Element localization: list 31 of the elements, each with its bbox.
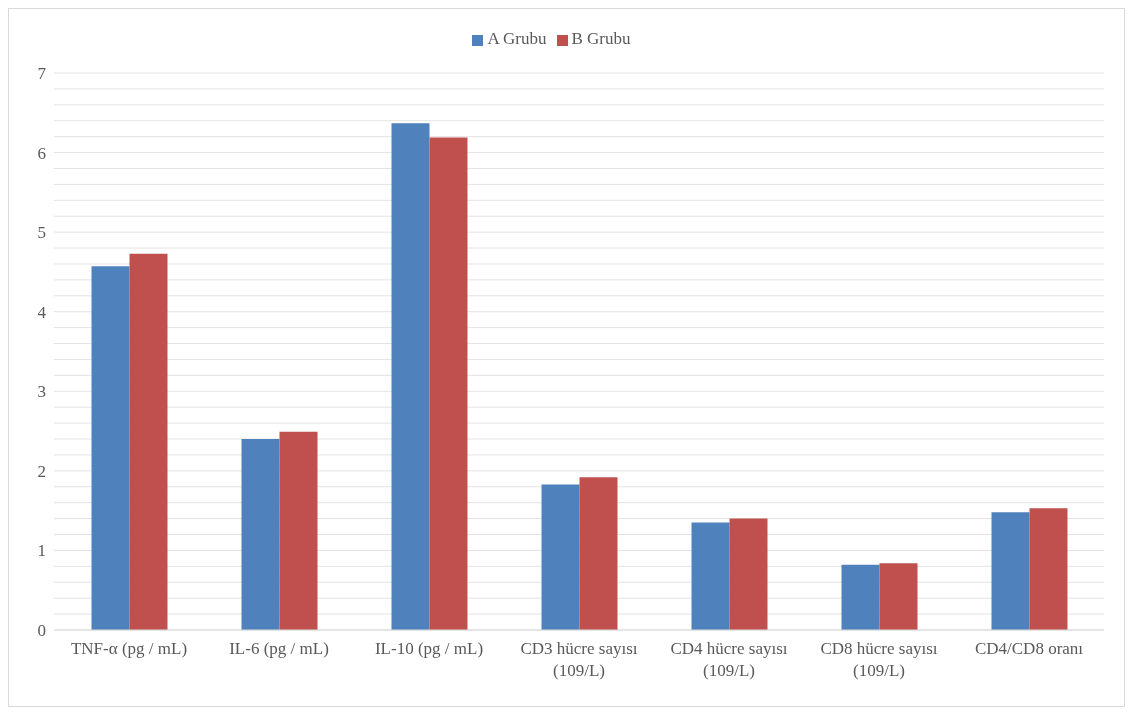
x-tick-label: IL-10 (pg / mL)	[374, 639, 484, 658]
legend-label: B Grubu	[571, 29, 631, 48]
bar	[91, 266, 130, 630]
bar	[541, 484, 580, 630]
x-tick-label: CD3 hücre sayısı (109/L)	[520, 639, 638, 680]
legend-label: A Grubu	[487, 29, 547, 48]
bar	[691, 522, 730, 630]
bar	[579, 477, 618, 630]
x-tick-label: IL-6 (pg / mL)	[229, 639, 329, 658]
bar	[991, 512, 1030, 630]
y-tick-label: 2	[37, 461, 46, 481]
bar	[241, 439, 280, 630]
y-tick-label: 7	[37, 64, 47, 84]
bar	[129, 253, 168, 630]
bar	[1029, 508, 1068, 630]
y-tick-label: 6	[37, 143, 46, 163]
y-tick-label: 3	[37, 382, 46, 402]
bar	[841, 564, 880, 630]
bar	[879, 563, 918, 630]
bar	[429, 137, 468, 630]
y-tick-label: 0	[37, 621, 46, 641]
y-tick-label: 1	[37, 541, 46, 561]
x-tick-label: TNF-α (pg / mL)	[70, 639, 188, 658]
x-tick-label: CD8 hücre sayısı (109/L)	[820, 639, 938, 680]
y-tick-label: 5	[37, 223, 46, 243]
y-tick-label: 4	[37, 302, 47, 322]
bar	[729, 518, 768, 630]
bar	[391, 123, 430, 630]
bar	[279, 431, 318, 630]
x-tick-label: CD4 hücre sayısı (109/L)	[670, 639, 788, 680]
x-tick-label: CD4/CD8 oranı	[974, 639, 1084, 658]
